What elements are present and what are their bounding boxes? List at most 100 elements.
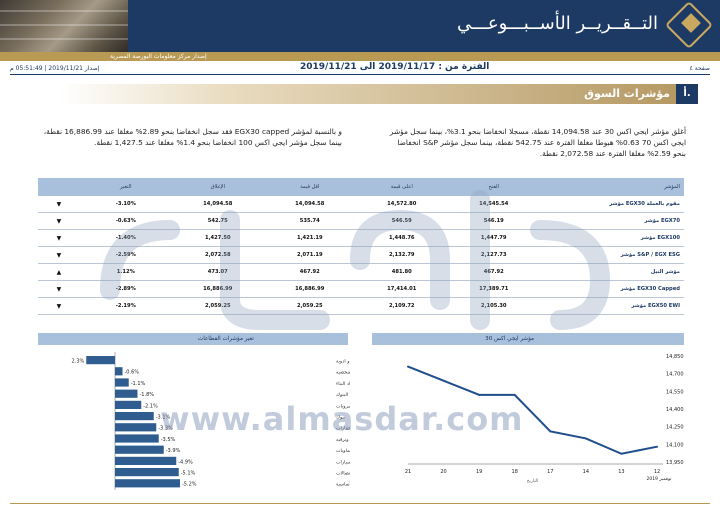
cell-open: 17,389.71	[447, 280, 540, 298]
header-photo	[0, 0, 128, 52]
bar-value-label: 2.3%	[72, 359, 85, 365]
bar	[115, 389, 138, 398]
bar-value-label: -4.9%	[178, 459, 193, 465]
cell-change: -1.40%	[79, 229, 172, 247]
bar	[86, 356, 115, 365]
table-row: ▼ -2.59% 2,072.58 2,071.19 2,132.79 2,127.73 م…	[38, 246, 684, 264]
bar-value-label: -3.1%	[156, 415, 171, 421]
x-axis-caption: نوفمبر 2019	[646, 476, 671, 482]
cell-index-name: مؤشر EGX100	[539, 229, 684, 247]
col-close: الإغلاق	[171, 178, 264, 196]
data-point	[620, 452, 623, 455]
y-tick-label: 14,850	[666, 354, 684, 360]
x-tick-label: 17	[547, 469, 553, 475]
cell-close: 1,427.50	[171, 229, 264, 247]
y-tick-label: 14,100	[666, 442, 684, 448]
cell-index-name: مؤشر النيل	[539, 263, 684, 281]
category-label: سياحة وترفيه	[336, 437, 350, 443]
cell-high: 546.59	[355, 212, 448, 230]
x-tick-label: 20	[440, 469, 446, 475]
change-arrow-icon: ▼	[38, 212, 80, 230]
cell-open: 2,127.73	[447, 246, 540, 264]
change-arrow-icon: ▼	[38, 297, 80, 315]
table-row: ▼ -2.19% 2,059.25 2,059.25 2,109.72 2,105.30 م…	[38, 297, 684, 315]
header-strip	[0, 52, 720, 61]
bar-value-label: -3.3%	[158, 426, 173, 432]
category-label: خدمات ومنتجات صناعية وسيارات	[336, 459, 350, 465]
data-point	[478, 393, 481, 396]
data-point	[584, 437, 587, 440]
section-bar	[26, 84, 698, 104]
cell-close: 16,886.99	[171, 280, 264, 298]
bar	[115, 412, 154, 421]
cell-index-name: مؤشر S&P / EGX ESG	[539, 246, 684, 264]
table-row: ▼ -2.89% 16,886.99 16,886.99 17,414.01 17,389…	[38, 280, 684, 298]
egx30-chart-title: مؤشر ايجي اكس 30	[485, 336, 534, 342]
y-tick-label: 14,700	[666, 372, 684, 378]
cell-open: 1,447.79	[447, 229, 540, 247]
cell-high: 481.80	[355, 263, 448, 281]
category-label: موارد أساسية	[336, 481, 350, 488]
bar-value-label: -5.1%	[181, 471, 196, 477]
col-high: اعلى قيمة	[355, 178, 448, 196]
cell-open: 2,105.30	[447, 297, 540, 315]
cell-high: 2,132.79	[355, 246, 448, 264]
page-number: صفحة ٤	[689, 65, 710, 72]
cell-close: 542.75	[171, 212, 264, 230]
category-label: أغذية ومشروبات	[336, 402, 350, 409]
cell-index-name: مؤشر EGX30 Capped	[539, 280, 684, 298]
divider	[10, 74, 710, 75]
y-tick-label: 14,400	[666, 407, 684, 413]
bar	[115, 445, 164, 454]
y-tick-label: 13,950	[666, 460, 684, 466]
sectors-chart-header: تغير مؤشرات القطاعات	[38, 333, 348, 345]
change-arrow-icon: ▼	[38, 229, 80, 247]
data-point	[407, 365, 409, 368]
data-point	[656, 445, 658, 448]
egx30-chart-header: مؤشر ايجي اكس 30	[372, 333, 684, 345]
issue-timestamp: إصدار 2019/11/21 | 05:51:49 م	[10, 65, 100, 72]
x-tick-label: 18	[512, 469, 518, 475]
x-tick-label: 19	[476, 469, 482, 475]
cell-close: 2,072.58	[171, 246, 264, 264]
cell-index-name: مؤشر EGX70	[539, 212, 684, 230]
cell-low: 1,421.19	[263, 229, 356, 247]
cell-change: 1.12%	[79, 263, 172, 281]
cell-low: 16,886.99	[263, 280, 356, 298]
section-number: أ.	[676, 84, 698, 104]
table-row: ▼ -3.10% 14,094.58 14,094.58 14,572.80 14,545…	[38, 196, 684, 213]
bar	[115, 423, 157, 432]
bar	[115, 367, 123, 376]
cell-low: 467.92	[263, 263, 356, 281]
bar-value-label: -2.1%	[143, 403, 158, 409]
indices-table: التغير الإغلاق اقل قيمة اعلى قيمة الفتح …	[38, 178, 684, 315]
bar	[115, 468, 179, 477]
egx30-line-chart: 14,850 14,700 14,550 14,400 14,250 14,100 13,9…	[405, 354, 684, 484]
col-low: اقل قيمة	[263, 178, 356, 196]
cell-open: 467.92	[447, 263, 540, 281]
cell-change: -2.19%	[79, 297, 172, 315]
bar-value-label: -0.6%	[125, 370, 140, 376]
cell-change: -0.63%	[79, 212, 172, 230]
cell-high: 14,572.80	[355, 196, 448, 213]
cell-close: 2,059.25	[171, 297, 264, 315]
summary-paragraph-1: أغلق مؤشر ايجي اكس 30 عند 14,094.58 نقطة…	[389, 127, 686, 158]
x-tick-label: 12	[654, 469, 660, 475]
change-arrow-icon: ▼	[38, 196, 80, 213]
cell-high: 17,414.01	[355, 280, 448, 298]
series-line	[407, 365, 658, 455]
category-label: منتجات منزلية وشخصية	[336, 370, 350, 376]
cell-low: 2,059.25	[263, 297, 356, 315]
bar-value-label: -1.8%	[140, 392, 155, 398]
meta-row: صفحة ٤ إصدار 2019/11/21 | 05:51:49 م	[10, 63, 710, 75]
watermark-text: www.almasdar.com	[160, 400, 524, 438]
x-axis-title: التاريخ	[527, 479, 539, 484]
bar	[115, 456, 177, 465]
category-label: رعاية صحية و ادوية	[336, 359, 350, 365]
data-point	[549, 430, 552, 433]
x-tick-label: 13	[618, 469, 624, 475]
footer-line	[10, 503, 710, 504]
bar	[115, 378, 129, 387]
period-range: الفترة من : 2019/11/17 الى 2019/11/21	[300, 62, 490, 72]
table-header-row: التغير الإغلاق اقل قيمة اعلى قيمة الفتح …	[38, 178, 684, 196]
